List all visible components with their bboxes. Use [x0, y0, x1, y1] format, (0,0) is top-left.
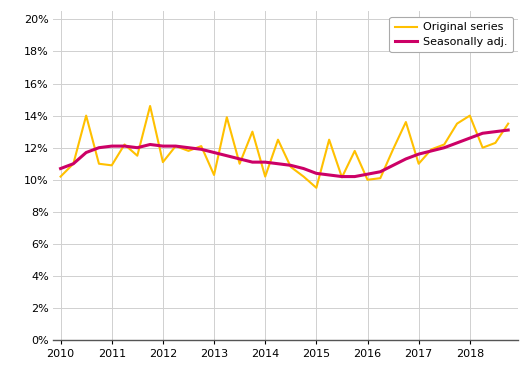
Original series [313, 186, 320, 190]
Original series [390, 147, 396, 152]
Original series [147, 104, 153, 108]
Seasonally adj. [415, 152, 422, 156]
Seasonally adj. [185, 146, 191, 150]
Original series [96, 161, 102, 166]
Seasonally adj. [479, 131, 486, 136]
Seasonally adj. [377, 169, 384, 174]
Seasonally adj. [198, 147, 204, 152]
Original series [160, 160, 166, 164]
Original series [83, 113, 89, 118]
Original series [352, 149, 358, 153]
Original series [70, 161, 77, 166]
Original series [364, 178, 371, 182]
Original series [454, 121, 460, 126]
Seasonally adj. [390, 163, 396, 167]
Seasonally adj. [492, 129, 498, 134]
Seasonally adj. [108, 144, 115, 148]
Original series [467, 113, 473, 118]
Seasonally adj. [83, 150, 89, 155]
Seasonally adj. [96, 146, 102, 150]
Seasonally adj. [147, 142, 153, 147]
Original series [236, 161, 243, 166]
Original series [492, 141, 498, 145]
Seasonally adj. [275, 161, 281, 166]
Seasonally adj. [262, 160, 268, 164]
Original series [441, 142, 448, 147]
Original series [288, 165, 294, 169]
Seasonally adj. [403, 156, 409, 161]
Seasonally adj. [70, 161, 77, 166]
Original series [403, 120, 409, 124]
Seasonally adj. [326, 173, 332, 177]
Original series [224, 115, 230, 119]
Seasonally adj. [300, 166, 307, 171]
Original series [172, 144, 179, 148]
Seasonally adj. [352, 174, 358, 179]
Original series [185, 149, 191, 153]
Original series [300, 174, 307, 179]
Original series [339, 175, 345, 180]
Original series [134, 153, 141, 158]
Seasonally adj. [134, 146, 141, 150]
Seasonally adj. [339, 174, 345, 179]
Original series [198, 144, 204, 148]
Original series [249, 129, 256, 134]
Seasonally adj. [172, 144, 179, 148]
Seasonally adj. [288, 163, 294, 167]
Original series [58, 174, 64, 179]
Seasonally adj. [441, 146, 448, 150]
Original series [121, 142, 127, 147]
Seasonally adj. [249, 160, 256, 164]
Legend: Original series, Seasonally adj.: Original series, Seasonally adj. [389, 17, 513, 53]
Seasonally adj. [313, 171, 320, 176]
Seasonally adj. [364, 172, 371, 177]
Line: Seasonally adj.: Seasonally adj. [61, 130, 508, 177]
Seasonally adj. [224, 153, 230, 158]
Original series [479, 146, 486, 150]
Seasonally adj. [121, 144, 127, 148]
Original series [262, 174, 268, 179]
Seasonally adj. [160, 144, 166, 148]
Original series [326, 138, 332, 142]
Original series [415, 161, 422, 166]
Original series [428, 147, 435, 152]
Line: Original series: Original series [61, 106, 508, 188]
Seasonally adj. [454, 141, 460, 145]
Seasonally adj. [467, 136, 473, 140]
Seasonally adj. [428, 149, 435, 153]
Original series [211, 173, 217, 177]
Seasonally adj. [505, 128, 512, 132]
Seasonally adj. [236, 156, 243, 161]
Original series [108, 163, 115, 167]
Seasonally adj. [58, 166, 64, 171]
Seasonally adj. [211, 150, 217, 155]
Original series [275, 138, 281, 142]
Original series [377, 176, 384, 180]
Original series [505, 121, 512, 126]
